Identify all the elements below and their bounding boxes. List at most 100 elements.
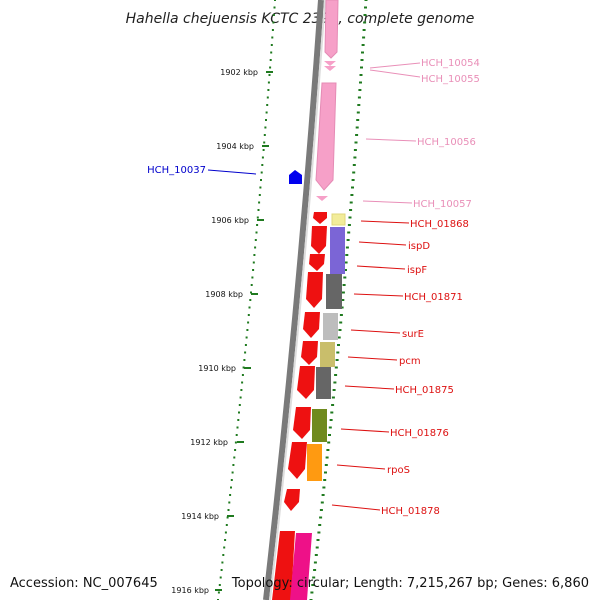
scale-dot: [316, 539, 320, 541]
gene-HCH_01876[interactable]: [293, 407, 311, 439]
kbp-tick-marks: [215, 71, 273, 591]
gene-label[interactable]: HCH_01878: [381, 506, 440, 517]
gene-ispD[interactable]: [311, 226, 327, 254]
gene-label[interactable]: pcm: [399, 356, 421, 367]
scale-dot: [247, 321, 250, 324]
scale-dot: [329, 419, 333, 421]
scale-dot: [349, 209, 353, 211]
scale-dot: [340, 306, 344, 309]
scale-dot: [244, 351, 247, 354]
gene-labels: HCH_10054 HCH_10055 HCH_10056 HCH_10057 …: [147, 58, 480, 517]
scale-dot: [241, 374, 244, 376]
kbp-label: 1904 kbp: [216, 142, 254, 151]
gene-HCH_01875[interactable]: [297, 366, 315, 399]
scale-dot: [345, 246, 349, 249]
scale-dot: [348, 216, 352, 219]
gene-pcm[interactable]: [301, 341, 318, 365]
scale-dot: [259, 186, 262, 189]
scale-dot: [272, 21, 275, 24]
scale-dot: [234, 449, 237, 451]
gene-HCH_10037[interactable]: [289, 170, 302, 184]
gene-ispF[interactable]: [309, 254, 325, 271]
scale-dot: [359, 81, 362, 84]
scale-dot: [230, 479, 233, 481]
gene-label[interactable]: HCH_10055: [421, 74, 480, 85]
scale-dot: [356, 111, 360, 114]
scale-dot: [319, 509, 323, 511]
scale-dot: [319, 516, 323, 519]
gene-label[interactable]: HCH_10054: [421, 58, 480, 69]
gene-label[interactable]: HCH_10057: [413, 199, 472, 210]
scale-dot: [349, 201, 353, 204]
gene-HCH_10054[interactable]: [324, 0, 339, 59]
gene-label[interactable]: HCH_01875: [395, 385, 454, 396]
gene-label[interactable]: ispF: [407, 265, 427, 276]
scale-dot: [234, 441, 237, 444]
scale-dot: [258, 201, 261, 204]
gene-HCH_01871[interactable]: [306, 272, 323, 308]
gene-HCH_10055[interactable]: [324, 61, 336, 66]
scale-dot: [256, 216, 259, 219]
scale-dot: [272, 14, 275, 16]
scale-dot: [268, 74, 271, 76]
scale-dot: [361, 51, 364, 54]
scale-dot: [362, 36, 366, 39]
scale-dot: [324, 471, 327, 474]
scale-dot: [357, 104, 361, 106]
scale-dot: [355, 126, 359, 129]
scale-dot: [248, 306, 251, 309]
scale-dot: [324, 464, 328, 466]
scale-dot: [229, 494, 232, 496]
scale-dot: [312, 576, 316, 579]
scale-dot: [242, 366, 245, 369]
scale-dot: [323, 479, 327, 481]
gene-HCH_10057[interactable]: [316, 196, 328, 201]
scale-dots: [217, 0, 368, 600]
scale-dot: [251, 276, 254, 279]
scale-dot: [345, 254, 349, 256]
scale-dot: [344, 269, 347, 271]
scale-dot: [219, 576, 222, 579]
scale-dot: [351, 179, 355, 181]
gene-label[interactable]: HCH_01876: [390, 428, 449, 439]
scale-dot: [356, 119, 360, 121]
scale-dot: [223, 546, 226, 549]
scale-dot: [354, 141, 358, 144]
gene-label[interactable]: ispD: [408, 241, 430, 252]
scale-dot: [221, 561, 224, 564]
scale-dot: [364, 6, 367, 9]
cog-color-bars: [307, 213, 346, 481]
scale-dot: [233, 456, 236, 459]
scale-dot: [318, 524, 322, 526]
scale-dot: [360, 59, 364, 61]
gene-HCH_10056[interactable]: [315, 82, 337, 191]
scale-dot: [328, 434, 331, 436]
pink-genes: [315, 0, 339, 201]
scale-dot: [218, 584, 221, 586]
scale-dot: [250, 284, 253, 286]
gene-HCH_01868[interactable]: [313, 212, 327, 224]
scale-dot: [230, 486, 232, 489]
gene-label[interactable]: rpoS: [387, 465, 410, 476]
gene-label[interactable]: surE: [402, 329, 424, 340]
gene-label[interactable]: HCH_01871: [404, 292, 463, 303]
scale-dot: [258, 194, 261, 196]
scale-dot: [254, 246, 257, 249]
gene-rpoS[interactable]: [288, 442, 307, 479]
scale-dot: [235, 434, 238, 436]
gene-label[interactable]: HCH_10056: [417, 137, 476, 148]
scale-dot: [273, 6, 276, 9]
scale-dot: [355, 134, 359, 136]
gene-label[interactable]: HCH_01868: [410, 219, 469, 230]
kbp-label: 1906 kbp: [211, 216, 249, 225]
scale-dot: [237, 419, 240, 421]
scale-dot: [224, 531, 227, 534]
scale-dot: [322, 486, 326, 489]
kbp-labels: 1902 kbp 1904 kbp 1906 kbp 1908 kbp 1910…: [171, 68, 258, 595]
scale-dot: [363, 21, 367, 24]
genome-title: Hahella chejuensis KCTC 2396, complete g…: [126, 11, 475, 27]
gene-label[interactable]: HCH_10037: [147, 165, 206, 176]
gene-HCH_01878[interactable]: [284, 489, 300, 511]
gene-surE[interactable]: [303, 312, 320, 338]
